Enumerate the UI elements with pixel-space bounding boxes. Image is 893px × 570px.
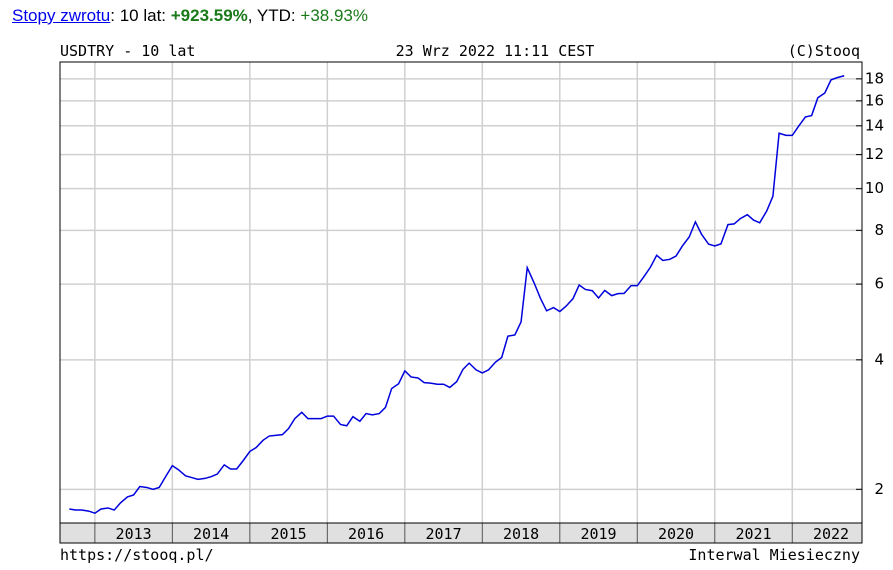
header-text: : 10 lat: xyxy=(110,6,171,25)
ytd-return: +38.93% xyxy=(300,6,368,25)
y-tick-label: 12 xyxy=(865,145,884,163)
y-tick-label: 2 xyxy=(874,480,884,498)
x-tick-label: 2014 xyxy=(193,525,229,543)
y-tick-label: 4 xyxy=(874,350,884,368)
y-tick-label: 16 xyxy=(865,91,884,109)
y-tick-label: 8 xyxy=(874,221,884,239)
y-tick-label: 6 xyxy=(874,275,884,293)
interval: Interwal Miesieczny xyxy=(688,546,860,564)
x-tick-label: 2013 xyxy=(116,525,152,543)
returns-header: Stopy zwrotu: 10 lat: +923.59%, YTD: +38… xyxy=(12,6,368,26)
x-tick-label: 2017 xyxy=(426,525,462,543)
x-tick-label: 2020 xyxy=(658,525,694,543)
plot-border xyxy=(59,61,863,544)
y-tick-label: 14 xyxy=(865,116,884,134)
y-tick-label: 10 xyxy=(865,179,884,197)
total-return: +923.59% xyxy=(170,6,248,25)
x-tick-label: 2021 xyxy=(735,525,771,543)
price-line xyxy=(69,75,845,515)
x-axis-band xyxy=(60,523,862,543)
copyright: (C)Stooq xyxy=(788,42,860,60)
chart-title: USDTRY - 10 lat xyxy=(60,42,195,60)
chart-date: 23 Wrz 2022 11:11 CEST xyxy=(396,42,595,60)
x-tick-label: 2016 xyxy=(348,525,384,543)
source-url: https://stooq.pl/ xyxy=(60,546,214,564)
x-tick-label: 2019 xyxy=(580,525,616,543)
x-tick-label: 2018 xyxy=(503,525,539,543)
x-tick-label: 2015 xyxy=(271,525,307,543)
y-tick-label: 18 xyxy=(865,69,884,87)
returns-link[interactable]: Stopy zwrotu xyxy=(12,6,111,25)
header-text: , YTD: xyxy=(247,6,301,25)
x-tick-label: 2022 xyxy=(813,525,849,543)
